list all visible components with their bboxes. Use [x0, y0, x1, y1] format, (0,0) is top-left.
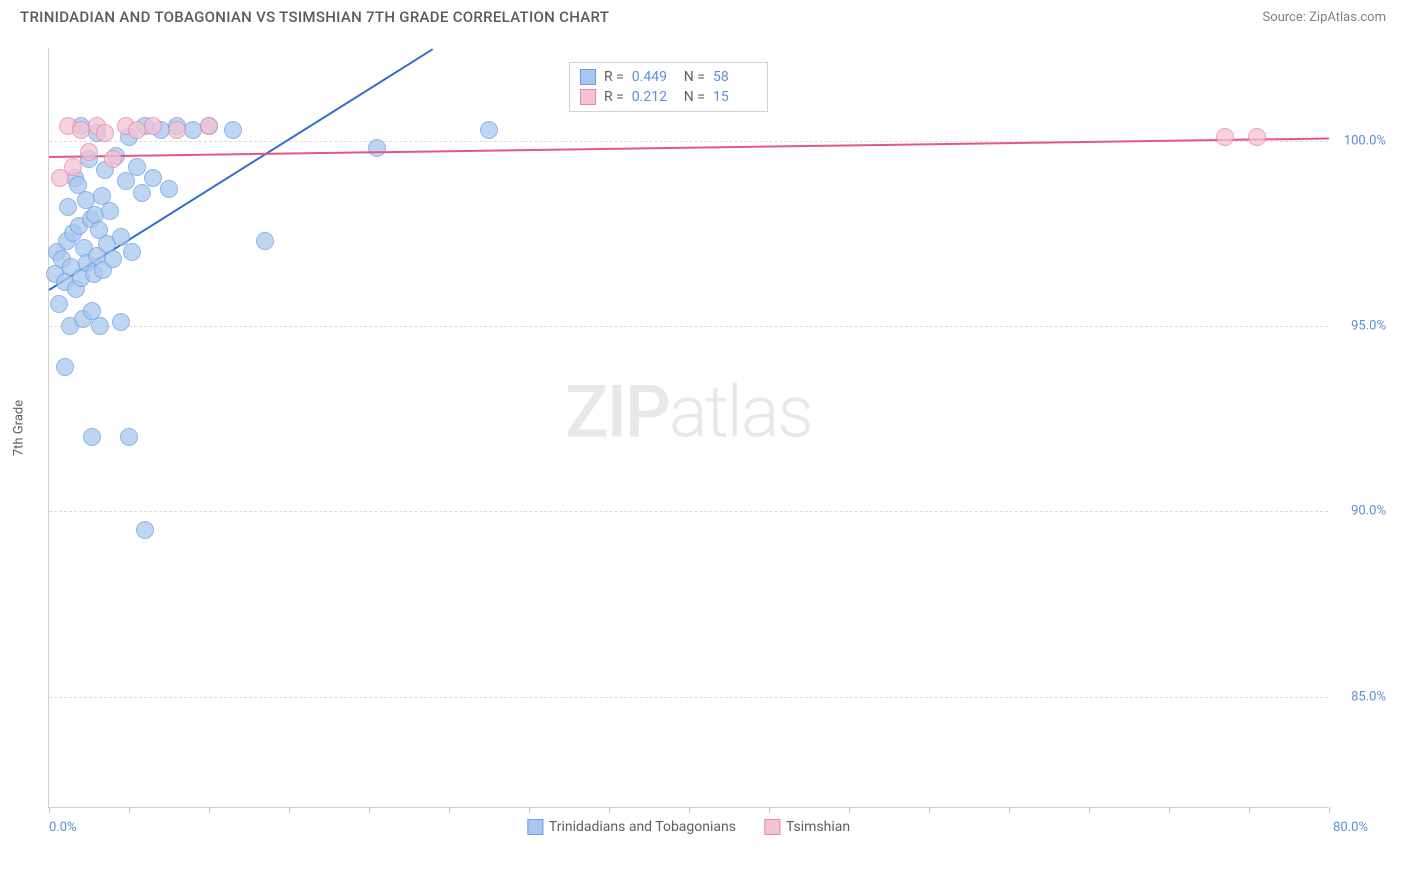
header-row: TRINIDADIAN AND TOBAGONIAN VS TSIMSHIAN … [0, 0, 1406, 30]
data-point-trinidadian [256, 232, 274, 250]
data-point-trinidadian [83, 428, 101, 446]
r-label: R = [604, 69, 624, 85]
data-point-tsimshian [200, 117, 218, 135]
x-tick [129, 807, 130, 813]
y-tick-label: 85.0% [1336, 689, 1386, 704]
gridline [49, 511, 1328, 512]
data-point-tsimshian [1248, 128, 1266, 146]
gridline [49, 697, 1328, 698]
data-point-trinidadian [144, 169, 162, 187]
data-point-trinidadian [117, 172, 135, 190]
data-point-trinidadian [120, 428, 138, 446]
chart-title: TRINIDADIAN AND TOBAGONIAN VS TSIMSHIAN … [20, 8, 609, 26]
n-label: N = [684, 69, 705, 85]
x-tick [1089, 807, 1090, 813]
x-tick [209, 807, 210, 813]
data-point-trinidadian [160, 180, 178, 198]
x-axis-min-label: 0.0% [49, 820, 77, 835]
watermark: ZIPatlas [565, 370, 812, 455]
y-tick-label: 90.0% [1336, 504, 1386, 519]
x-axis-max-label: 80.0% [1333, 820, 1368, 835]
gridline [49, 326, 1328, 327]
x-tick [289, 807, 290, 813]
data-point-trinidadian [136, 521, 154, 539]
legend: Trinidadians and Tobagonians Tsimshian [527, 819, 850, 835]
x-tick [689, 807, 690, 813]
x-tick [449, 807, 450, 813]
data-point-trinidadian [112, 313, 130, 331]
data-point-trinidadian [123, 243, 141, 261]
data-point-trinidadian [128, 158, 146, 176]
watermark-zip: ZIP [565, 370, 669, 455]
y-tick-label: 100.0% [1336, 133, 1386, 148]
watermark-atlas: atlas [669, 370, 812, 455]
stats-box: R = 0.449 N = 58 R = 0.212 N = 15 [569, 62, 768, 112]
swatch-tsimshian [580, 89, 596, 105]
data-point-trinidadian [59, 198, 77, 216]
legend-item-trinidadian: Trinidadians and Tobagonians [527, 819, 736, 835]
swatch-trinidadian [580, 69, 596, 85]
data-point-trinidadian [224, 121, 242, 139]
data-point-trinidadian [133, 184, 151, 202]
y-axis-title: 7th Grade [12, 399, 27, 455]
stats-row-tsimshian: R = 0.212 N = 15 [576, 87, 761, 107]
x-tick [1249, 807, 1250, 813]
data-point-tsimshian [96, 124, 114, 142]
data-point-trinidadian [101, 202, 119, 220]
data-point-trinidadian [50, 295, 68, 313]
r-value: 0.212 [632, 89, 676, 105]
x-tick [1009, 807, 1010, 813]
data-point-tsimshian [104, 150, 122, 168]
x-tick [529, 807, 530, 813]
n-label: N = [684, 89, 705, 105]
x-tick [369, 807, 370, 813]
x-tick [49, 807, 50, 813]
x-tick [1329, 807, 1330, 813]
legend-swatch-tsimshian [764, 819, 780, 835]
data-point-trinidadian [104, 250, 122, 268]
stats-row-trinidadian: R = 0.449 N = 58 [576, 67, 761, 87]
source-attribution: Source: ZipAtlas.com [1262, 10, 1386, 25]
x-tick [1169, 807, 1170, 813]
r-label: R = [604, 89, 624, 105]
n-value: 58 [713, 69, 757, 85]
data-point-tsimshian [1216, 128, 1234, 146]
x-tick [929, 807, 930, 813]
y-tick-label: 95.0% [1336, 319, 1386, 334]
data-point-trinidadian [56, 358, 74, 376]
data-point-tsimshian [144, 117, 162, 135]
legend-label: Tsimshian [786, 819, 850, 835]
data-point-trinidadian [368, 139, 386, 157]
data-point-tsimshian [80, 143, 98, 161]
x-tick [849, 807, 850, 813]
legend-label: Trinidadians and Tobagonians [549, 819, 736, 835]
data-point-tsimshian [168, 121, 186, 139]
x-tick [769, 807, 770, 813]
data-point-trinidadian [480, 121, 498, 139]
legend-item-tsimshian: Tsimshian [764, 819, 850, 835]
n-value: 15 [713, 89, 757, 105]
data-point-tsimshian [64, 158, 82, 176]
x-tick [609, 807, 610, 813]
legend-swatch-trinidadian [527, 819, 543, 835]
scatter-chart: 7th Grade ZIPatlas 0.0% 80.0% R =0.449N … [48, 48, 1328, 808]
data-point-trinidadian [91, 317, 109, 335]
r-value: 0.449 [632, 69, 676, 85]
